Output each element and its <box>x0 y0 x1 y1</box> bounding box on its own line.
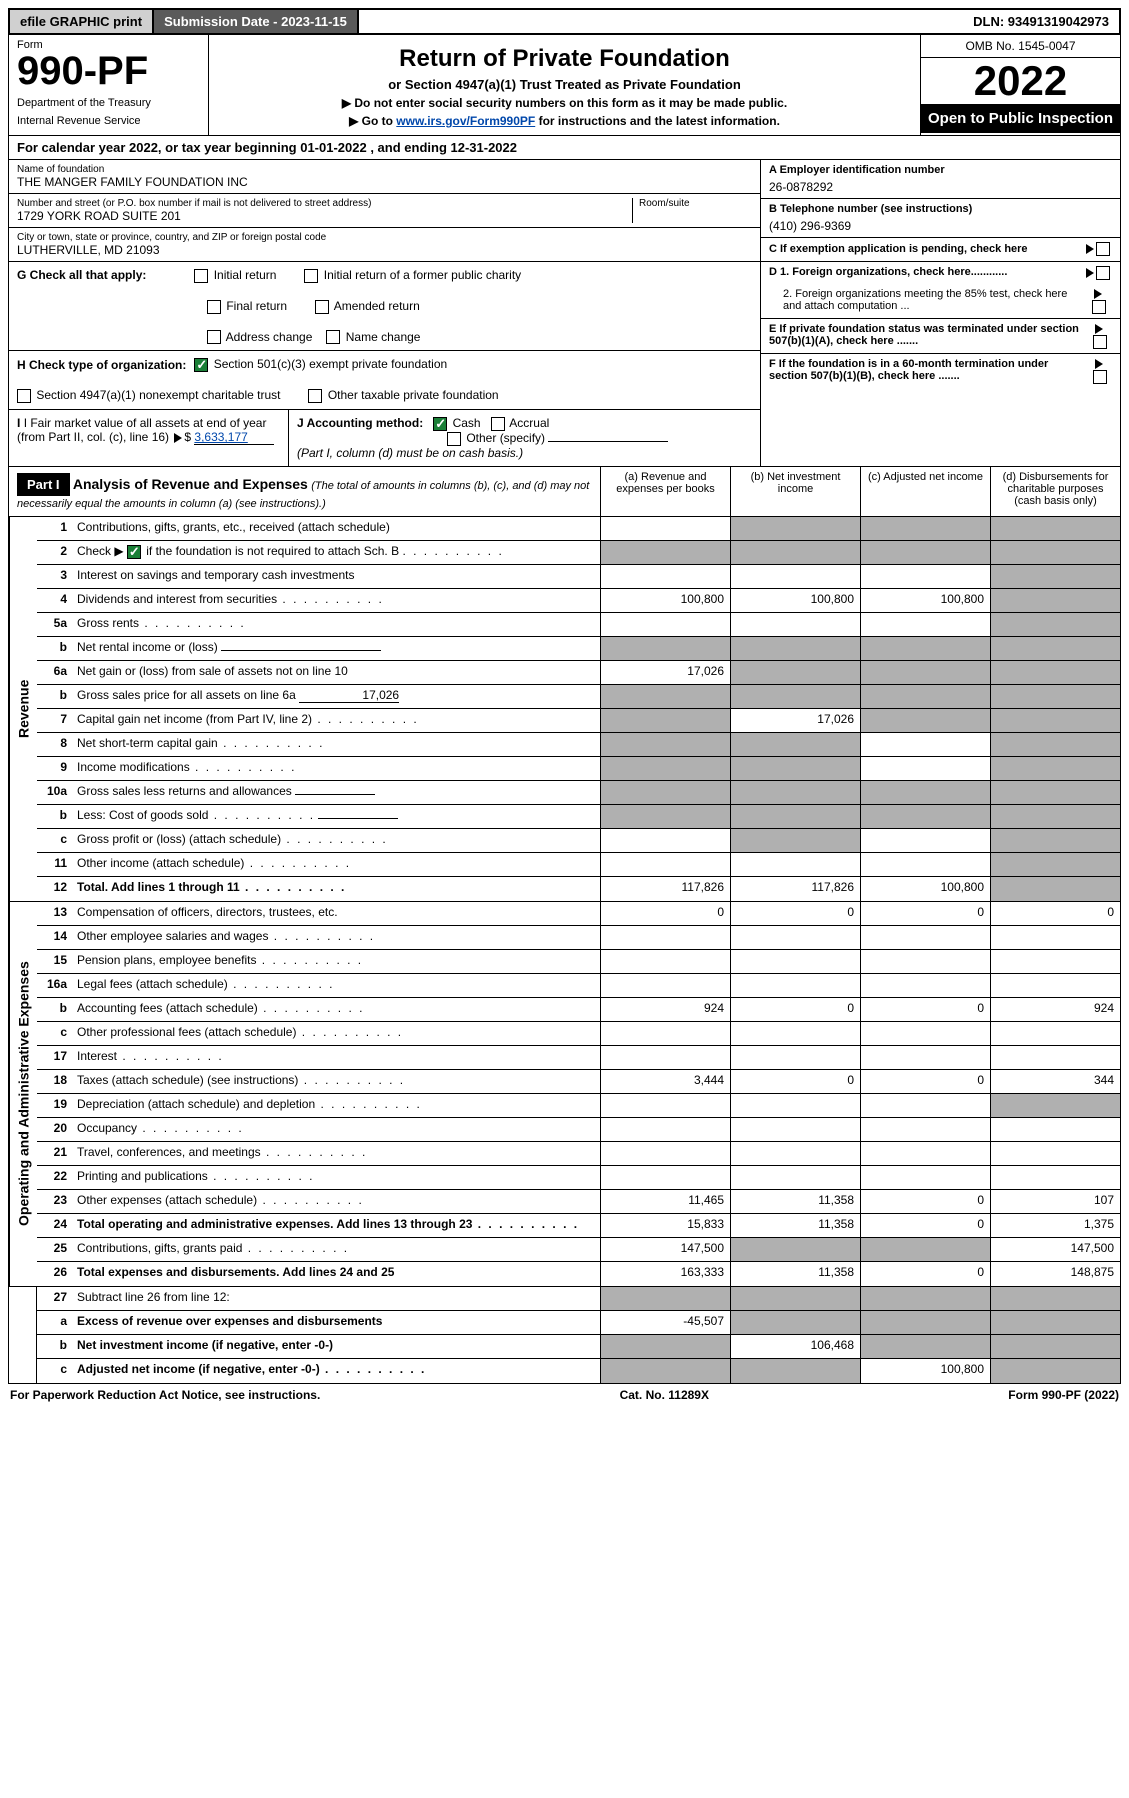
efile-print-button[interactable]: efile GRAPHIC print <box>10 10 154 33</box>
revenue-section: Revenue 1Contributions, gifts, grants, e… <box>8 517 1121 902</box>
g-final-return-checkbox[interactable] <box>207 300 221 314</box>
f-checkbox[interactable] <box>1093 370 1107 384</box>
top-bar: efile GRAPHIC print Submission Date - 20… <box>8 8 1121 35</box>
exemption-checkbox[interactable] <box>1096 242 1110 256</box>
d1-checkbox[interactable] <box>1096 266 1110 280</box>
header-center: Return of Private Foundation or Section … <box>209 35 920 135</box>
g-row: G Check all that apply: Initial return I… <box>9 262 760 351</box>
i-cell: I I Fair market value of all assets at e… <box>9 410 289 466</box>
foundation-name-cell: Name of foundation THE MANGER FAMILY FOU… <box>9 160 760 194</box>
irs-label: Internal Revenue Service <box>17 115 200 127</box>
d2-checkbox[interactable] <box>1092 300 1106 314</box>
h-other-taxable-checkbox[interactable] <box>308 389 322 403</box>
paperwork-notice: For Paperwork Reduction Act Notice, see … <box>10 1388 320 1402</box>
irs-link[interactable]: www.irs.gov/Form990PF <box>396 114 535 128</box>
header-right: OMB No. 1545-0047 2022 Open to Public In… <box>920 35 1120 135</box>
phone-cell: B Telephone number (see instructions) (4… <box>761 199 1120 238</box>
col-d-header: (d) Disbursements for charitable purpose… <box>990 467 1120 516</box>
g-initial-return-checkbox[interactable] <box>194 269 208 283</box>
exemption-pending-cell: C If exemption application is pending, c… <box>761 238 1120 260</box>
header-left: Form 990-PF Department of the Treasury I… <box>9 35 209 135</box>
revenue-label: Revenue <box>9 517 37 901</box>
city-cell: City or town, state or province, country… <box>9 228 760 261</box>
form-footer-label: Form 990-PF (2022) <box>1008 1388 1119 1402</box>
col-c-header: (c) Adjusted net income <box>860 467 990 516</box>
line27-section: 27Subtract line 26 from line 12: aExcess… <box>8 1287 1121 1384</box>
g-initial-former-checkbox[interactable] <box>304 269 318 283</box>
def-column: D 1. Foreign organizations, check here..… <box>760 262 1120 466</box>
form-number: 990-PF <box>17 51 200 91</box>
page-footer: For Paperwork Reduction Act Notice, see … <box>8 1384 1121 1406</box>
omb-number: OMB No. 1545-0047 <box>921 35 1120 58</box>
dln-label: DLN: 93491319042973 <box>963 10 1119 33</box>
h-501c3-checkbox[interactable] <box>194 358 208 372</box>
section-ghij: G Check all that apply: Initial return I… <box>8 262 1121 467</box>
expenses-section: Operating and Administrative Expenses 13… <box>8 902 1121 1287</box>
h-row: H Check type of organization: Section 50… <box>9 351 760 410</box>
form-header: Form 990-PF Department of the Treasury I… <box>8 35 1121 136</box>
submission-date: Submission Date - 2023-11-15 <box>154 10 359 33</box>
foundation-info: Name of foundation THE MANGER FAMILY FOU… <box>8 160 1121 262</box>
cat-number: Cat. No. 11289X <box>620 1388 709 1402</box>
instruction-1: ▶ Do not enter social security numbers o… <box>215 96 914 110</box>
calendar-year-row: For calendar year 2022, or tax year begi… <box>8 136 1121 160</box>
part1-header-row: Part I Analysis of Revenue and Expenses … <box>8 467 1121 517</box>
e-checkbox[interactable] <box>1093 335 1107 349</box>
expenses-label: Operating and Administrative Expenses <box>9 902 37 1286</box>
j-cash-checkbox[interactable] <box>433 417 447 431</box>
col-a-header: (a) Revenue and expenses per books <box>600 467 730 516</box>
g-name-change-checkbox[interactable] <box>326 330 340 344</box>
j-other-checkbox[interactable] <box>447 432 461 446</box>
g-amended-checkbox[interactable] <box>315 300 329 314</box>
j-cell: J Accounting method: Cash Accrual Other … <box>289 410 760 466</box>
form-subtitle: or Section 4947(a)(1) Trust Treated as P… <box>215 77 914 92</box>
h-4947-checkbox[interactable] <box>17 389 31 403</box>
dept-treasury: Department of the Treasury <box>17 97 200 109</box>
part1-badge: Part I <box>17 473 70 496</box>
tax-year: 2022 <box>921 58 1120 104</box>
schb-checkbox[interactable] <box>127 545 141 559</box>
form-title: Return of Private Foundation <box>215 45 914 73</box>
g-address-change-checkbox[interactable] <box>207 330 221 344</box>
open-public-inspection: Open to Public Inspection <box>921 104 1120 133</box>
instruction-2: ▶ Go to www.irs.gov/Form990PF for instru… <box>215 114 914 128</box>
col-b-header: (b) Net investment income <box>730 467 860 516</box>
j-accrual-checkbox[interactable] <box>491 417 505 431</box>
ein-cell: A Employer identification number 26-0878… <box>761 160 1120 199</box>
fmv-link[interactable]: 3,633,177 <box>194 430 274 445</box>
address-cell: Number and street (or P.O. box number if… <box>9 194 760 228</box>
